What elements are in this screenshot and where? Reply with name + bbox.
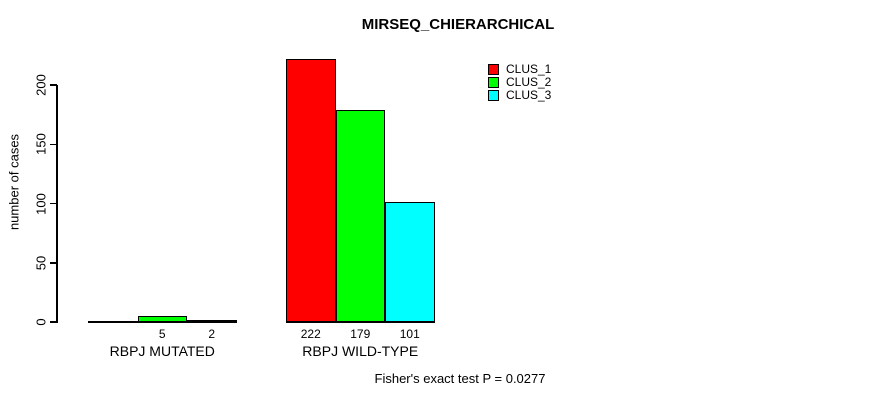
y-tick-mark (50, 84, 57, 86)
bar-clus_2-1 (137, 316, 187, 322)
legend-swatch-clus_3 (488, 90, 499, 101)
legend-label: CLUS_2 (506, 75, 552, 89)
bar-clus_2-2 (335, 110, 385, 322)
legend-label: CLUS_1 (506, 62, 552, 76)
y-tick-label: 150 (33, 133, 49, 156)
bar-value-label: 101 (399, 327, 420, 341)
category-label: RBPJ WILD-TYPE (302, 343, 419, 359)
y-tick-mark (50, 321, 57, 323)
legend-item-clus_3: CLUS_3 (488, 89, 551, 102)
bar-value-label: 179 (350, 327, 371, 341)
category-label: RBPJ MUTATED (109, 343, 215, 359)
y-tick-mark (50, 202, 57, 205)
legend: CLUS_1 CLUS_2 CLUS_3 (488, 63, 551, 102)
bar-value-label: 5 (158, 327, 166, 341)
y-tick-label: 50 (33, 255, 49, 270)
annotation-fishers-test: Fisher's exact test P = 0.0277 (374, 371, 546, 386)
legend-item-clus_1: CLUS_1 (488, 63, 551, 76)
y-tick-mark (50, 143, 57, 145)
y-tick-label: 0 (33, 318, 49, 326)
legend-swatch-clus_2 (488, 77, 499, 88)
legend-label: CLUS_3 (506, 88, 552, 102)
bar-clus_1-2 (286, 59, 336, 322)
y-tick-mark (50, 262, 57, 264)
y-tick-label: 200 (33, 74, 49, 96)
bar-clus_3-2 (385, 202, 435, 322)
bar-value-label: 2 (208, 327, 216, 341)
chart-title: MIRSEQ_CHIERARCHICAL (361, 16, 555, 33)
legend-item-clus_2: CLUS_2 (488, 76, 551, 89)
legend-swatch-clus_1 (488, 64, 499, 75)
bar-clus_3-1 (187, 320, 237, 322)
bar-value-label: 222 (300, 327, 321, 341)
y-tick-label: 100 (33, 192, 49, 215)
y-axis-label: number of cases (6, 133, 22, 231)
